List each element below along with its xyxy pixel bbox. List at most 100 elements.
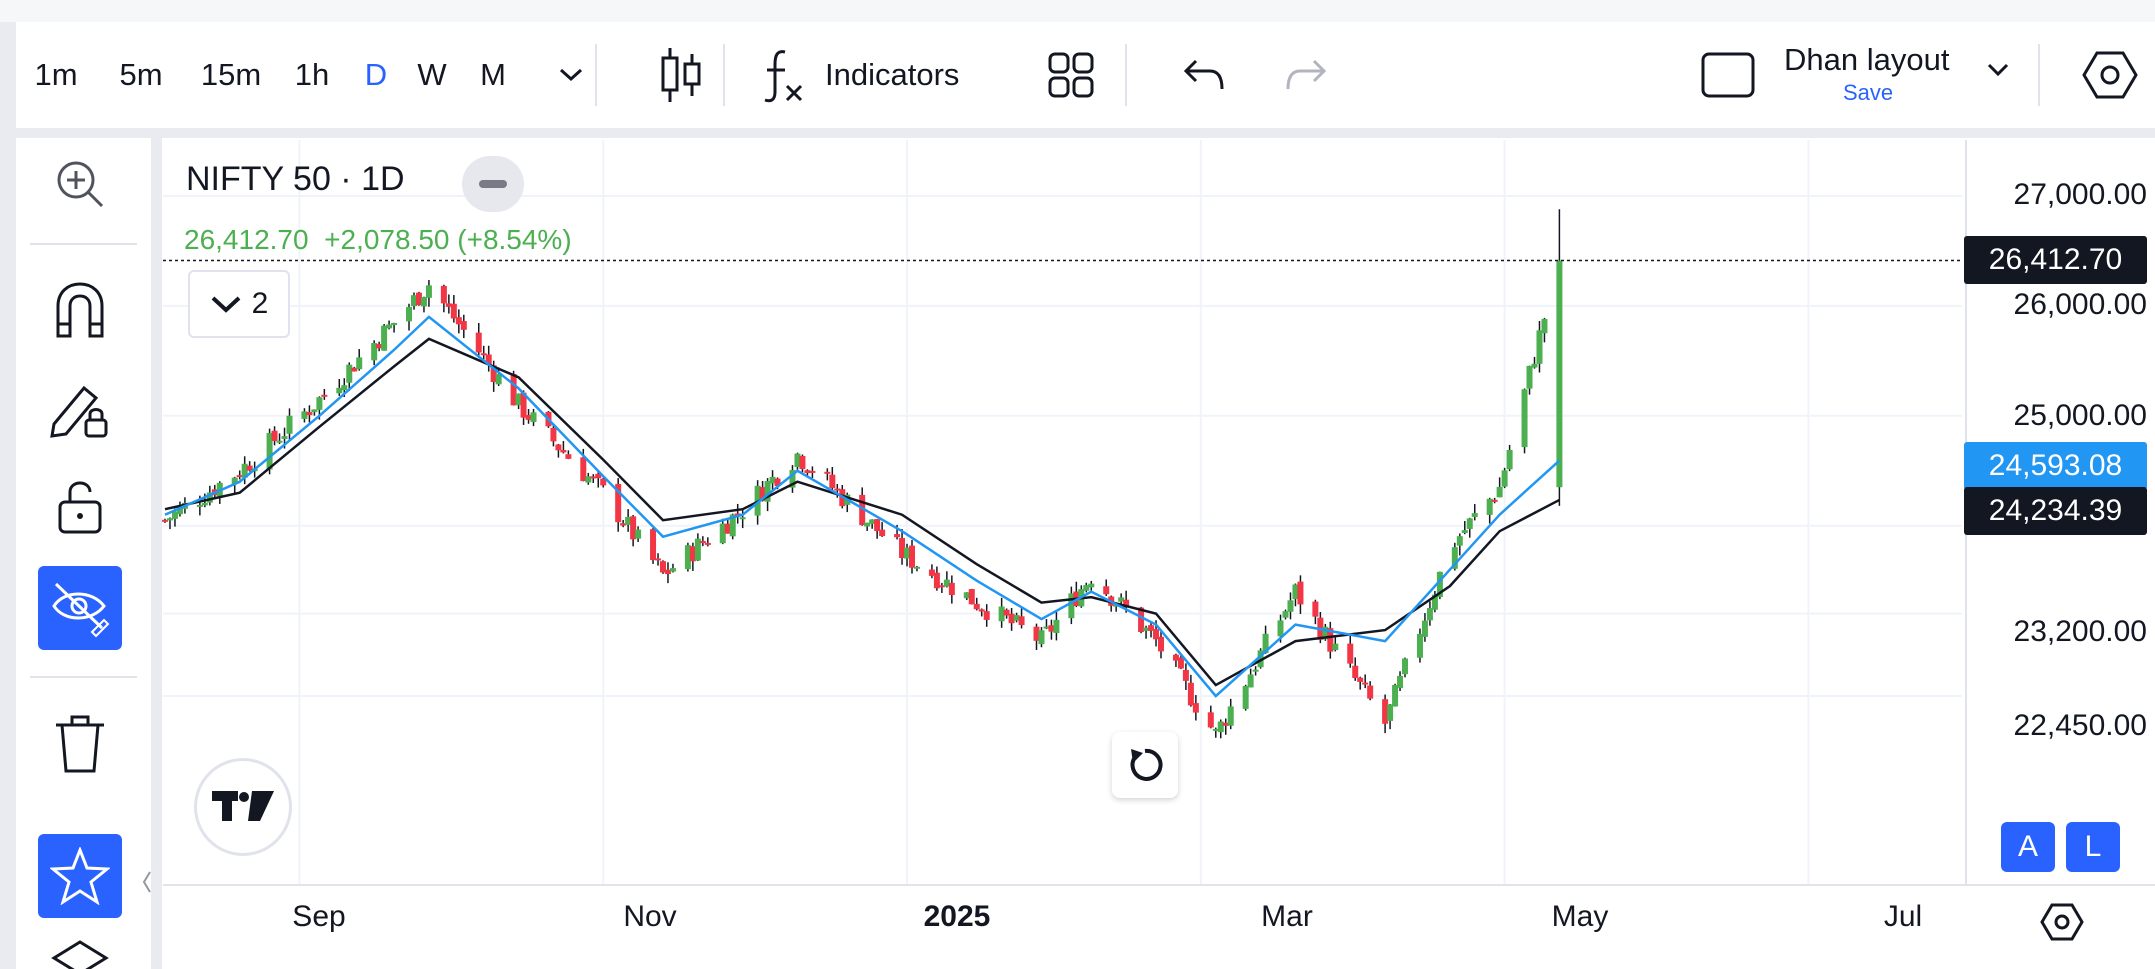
candle-body (1103, 586, 1110, 595)
candle-body (1018, 616, 1025, 626)
layouts-button[interactable] (1036, 22, 1106, 128)
axis-settings-icon[interactable] (2040, 902, 2084, 942)
layout-toggle-button[interactable] (1688, 22, 1768, 128)
hide-drawings-button[interactable] (38, 566, 122, 650)
candle-body (321, 394, 328, 397)
price-axis-label: 25,000.00 (2013, 399, 2147, 432)
candle-body (774, 478, 781, 487)
candle-body (1466, 518, 1473, 529)
candle-body (1148, 625, 1155, 631)
interval-more-button[interactable] (536, 22, 606, 128)
interval-1m[interactable]: 1m (34, 57, 78, 92)
candle-body (475, 332, 482, 353)
favorites-button[interactable] (38, 834, 122, 918)
interval-15m[interactable]: 15m (200, 57, 262, 92)
tradingview-logo-icon (212, 791, 274, 821)
candle-body (301, 411, 308, 419)
undo-button[interactable] (1164, 22, 1244, 128)
auto-scale-button[interactable]: A (2001, 822, 2055, 872)
indicators-button[interactable]: Indicators (761, 22, 1011, 128)
candle-body (1471, 513, 1478, 517)
candle-body (764, 481, 771, 502)
time-axis-label: Jul (1883, 900, 1923, 933)
candle-body (1053, 619, 1060, 633)
layout-save-link[interactable]: Save (1843, 80, 1894, 105)
candle-body (510, 373, 517, 406)
candle-body (1352, 665, 1359, 678)
object-tree-button[interactable] (38, 938, 122, 969)
ma-slow-line (164, 337, 1560, 687)
candle-body (411, 295, 417, 307)
candle-body (480, 353, 487, 356)
redo-button[interactable] (1266, 22, 1346, 128)
candle-body (316, 397, 323, 410)
candle-body (162, 519, 168, 522)
interval-m[interactable]: M (480, 57, 506, 92)
interval-1h[interactable]: 1h (294, 57, 330, 92)
candle-body (1416, 633, 1423, 658)
candle-body (789, 469, 796, 488)
candle-body (1456, 536, 1463, 546)
layout-name[interactable]: Dhan layout (1784, 42, 1950, 77)
candle-body (565, 454, 572, 459)
candle-body (1212, 728, 1219, 731)
candle-body (515, 393, 522, 406)
zoom-in-button[interactable] (38, 142, 122, 226)
log-scale-button[interactable]: L (2066, 822, 2120, 872)
candle-body (1526, 365, 1533, 389)
candle-body (1083, 585, 1090, 591)
indicators-collapse-button[interactable]: 2 (188, 270, 290, 338)
interval-w[interactable]: W (417, 57, 447, 92)
candle-body (719, 523, 726, 544)
pencil-lock-icon (50, 385, 108, 438)
candle-body (166, 518, 173, 521)
chart-panel[interactable] (162, 138, 2155, 969)
candle-body (1506, 450, 1513, 470)
magnet-icon (56, 282, 104, 338)
ma-slow-price-tag: 24,234.39 (1964, 487, 2147, 535)
reset-chart-button[interactable] (1112, 732, 1178, 798)
chart-type-button[interactable] (636, 22, 726, 128)
candle-body (196, 504, 203, 507)
interval-5m[interactable]: 5m (119, 57, 163, 92)
interval-d[interactable]: D (364, 57, 388, 92)
candle-body (1177, 657, 1184, 669)
price-change: +2,078.50 (+8.54%) (324, 224, 572, 255)
candle-body (1182, 669, 1189, 681)
candle-body (669, 568, 676, 572)
candle-body (1187, 682, 1194, 706)
candle-body (1192, 703, 1199, 713)
candle-body (859, 494, 866, 526)
candle-body (948, 582, 955, 596)
top-strip (0, 0, 2155, 22)
settings-button[interactable] (2071, 22, 2149, 128)
collapse-left-icon[interactable] (140, 868, 154, 896)
minimize-legend-button[interactable] (462, 156, 524, 212)
lock-drawings-button[interactable] (38, 464, 122, 548)
price-axis-label: 26,000.00 (2013, 288, 2147, 321)
candle-body (913, 566, 920, 569)
candle-body (201, 502, 208, 506)
delete-drawings-button[interactable] (38, 702, 122, 786)
chevron-down-icon[interactable] (1986, 62, 2010, 78)
hide-drawings-icon (52, 582, 110, 638)
candle-body (1038, 630, 1045, 645)
candle-body (1292, 584, 1299, 600)
candle-body (371, 343, 378, 361)
magnet-button[interactable] (38, 268, 122, 352)
candle-body (734, 513, 741, 516)
candle-body (664, 569, 671, 574)
candle-body (236, 475, 243, 478)
symbol-title[interactable]: NIFTY 50 · 1D (186, 160, 405, 198)
candle-body (1421, 620, 1428, 637)
candle-body (415, 292, 422, 306)
candle-body (1282, 611, 1289, 618)
candle-body (1486, 498, 1493, 515)
toolbar-divider (30, 243, 137, 245)
candle-body (495, 374, 502, 385)
price-axis-label: 23,200.00 (2013, 615, 2147, 648)
candle-body (351, 367, 358, 372)
drawing-lock-button[interactable] (38, 368, 122, 452)
tradingview-logo[interactable] (194, 758, 292, 856)
